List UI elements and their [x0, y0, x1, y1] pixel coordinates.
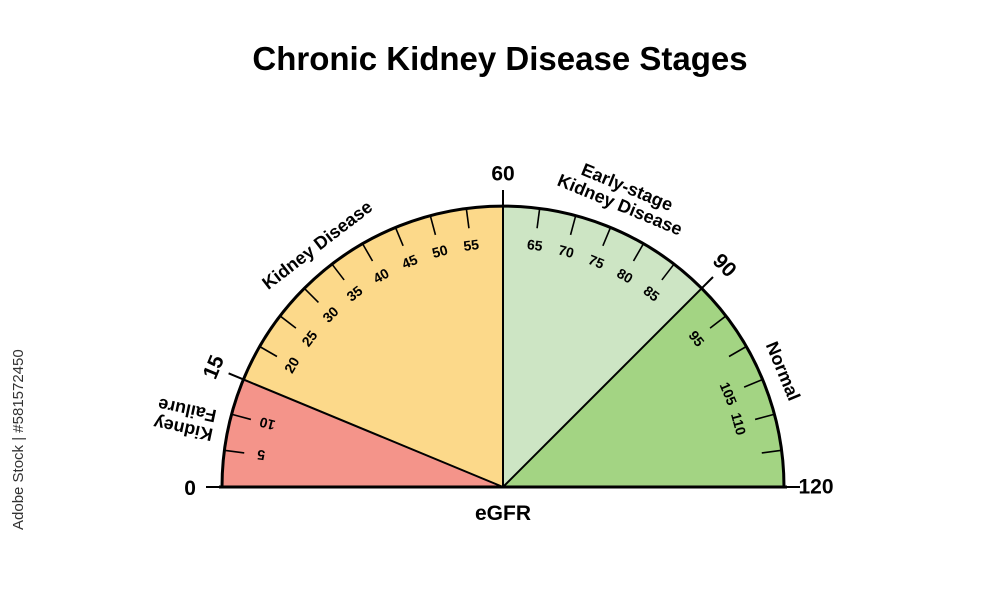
minor-tick-25: [279, 315, 297, 329]
minor-tick-35: [331, 263, 345, 281]
minor-tick-70: [569, 215, 577, 236]
minor-tick-5: [224, 449, 245, 454]
minor-tick-75: [602, 227, 612, 247]
minor-tick-label-40: 40: [370, 265, 392, 287]
minor-tick-45: [394, 227, 404, 247]
minor-tick-30: [303, 287, 320, 304]
major-tick-90: [700, 276, 714, 290]
minor-tick-85: [661, 263, 675, 281]
minor-tick-label-70: 70: [557, 242, 576, 262]
chart-title: Chronic Kidney Disease Stages: [252, 40, 748, 77]
segment-divider-3: [502, 287, 703, 488]
minor-tick-65: [536, 208, 541, 229]
minor-tick-10: [231, 413, 252, 421]
minor-tick-40: [361, 243, 374, 262]
segment-0: [222, 379, 503, 487]
major-tick-label-0: 0: [184, 476, 196, 499]
minor-tick-label-75: 75: [586, 251, 607, 272]
stock-id-text: Adobe Stock | #581572450: [10, 349, 27, 530]
minor-tick-label-110: 110: [728, 411, 749, 437]
major-tick-15: [228, 372, 244, 381]
major-tick-label-60: 60: [491, 163, 514, 186]
minor-tick-label-50: 50: [430, 242, 449, 262]
minor-tick-label-80: 80: [614, 265, 636, 287]
ticks-layer: [206, 190, 800, 488]
minor-tick-label-45: 45: [399, 251, 420, 272]
minor-tick-95: [709, 315, 727, 329]
minor-tick-label-55: 55: [462, 236, 480, 254]
dividers-layer: [243, 206, 703, 488]
minor-tick-50: [429, 215, 437, 236]
minor-tick-115: [761, 449, 782, 454]
minor-tick-105: [743, 378, 763, 388]
segment-3: [503, 288, 784, 487]
minor-tick-label-65: 65: [526, 236, 544, 254]
minor-tick-110: [754, 413, 775, 421]
minor-tick-20: [259, 345, 278, 358]
minor-tick-80: [632, 243, 645, 262]
segment-1: [243, 206, 504, 487]
segment-divider-1: [243, 378, 504, 488]
minor-tick-label-20: 20: [281, 354, 303, 376]
minor-tick-55: [465, 208, 470, 229]
segments-layer: [222, 206, 784, 487]
major-tick-label-15: 15: [199, 352, 229, 383]
minor-tick-label-10: 10: [258, 414, 277, 434]
segment-2: [503, 206, 702, 487]
minor-tick-label-5: 5: [256, 447, 266, 464]
axis-label-egfr: eGFR: [475, 502, 531, 525]
major-tick-label-120: 120: [798, 476, 833, 499]
minor-tick-100: [728, 345, 747, 358]
